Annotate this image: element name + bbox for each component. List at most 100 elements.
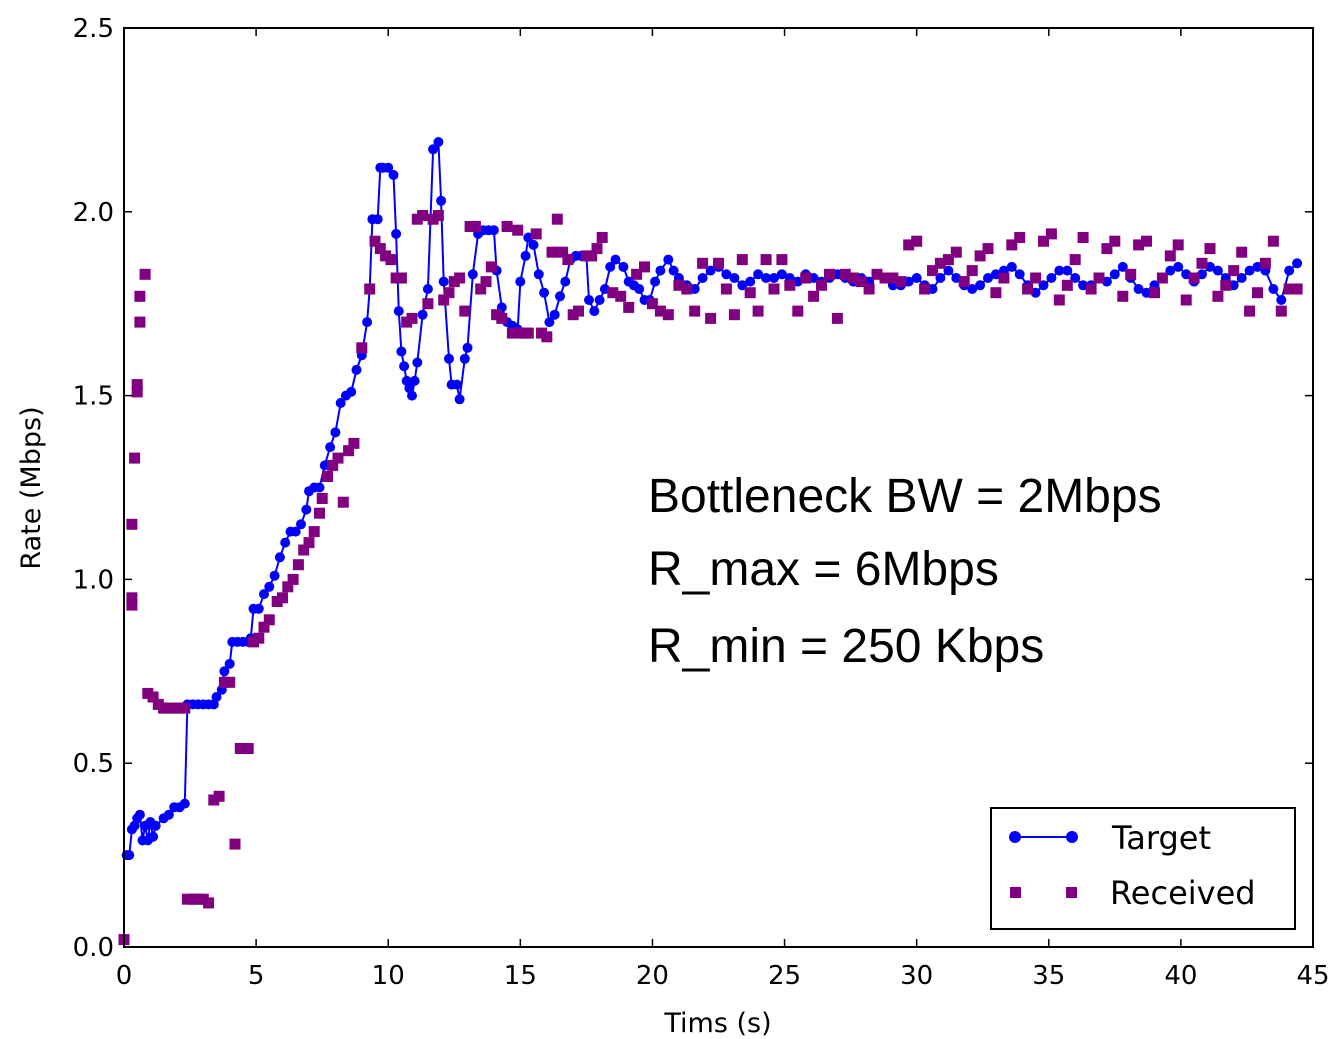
x-tick-label: 45: [1296, 961, 1329, 991]
received-point: [364, 283, 376, 295]
target-point: [388, 170, 399, 180]
target-point: [584, 295, 594, 305]
received-point: [292, 559, 304, 571]
target-point: [417, 309, 428, 320]
received-point: [432, 210, 444, 221]
received-point: [374, 243, 386, 255]
target-point: [412, 357, 423, 368]
received-point: [395, 272, 407, 284]
received-point: [1212, 290, 1224, 302]
x-tick-label: 30: [900, 961, 933, 991]
received-point: [1283, 283, 1295, 295]
target-point: [634, 284, 645, 294]
received-point: [1093, 272, 1105, 284]
target-point: [409, 375, 420, 386]
legend-received-label: Received: [1110, 874, 1256, 912]
target-point: [346, 386, 357, 397]
target-point: [351, 364, 362, 375]
plot-frame: [123, 27, 1314, 948]
received-point: [303, 537, 315, 549]
received-point: [242, 743, 254, 754]
x-tick-label: 15: [504, 961, 537, 991]
received-point: [562, 254, 574, 266]
received-point: [287, 573, 299, 585]
received-point: [385, 254, 397, 266]
received-point: [950, 246, 962, 258]
received-point: [591, 243, 603, 255]
received-point: [496, 312, 508, 324]
target-point: [290, 526, 301, 537]
received-point: [646, 298, 658, 310]
received-point: [1053, 294, 1065, 306]
target-point: [655, 265, 666, 276]
x-tick-label: 0: [116, 961, 133, 991]
received-point: [546, 246, 558, 258]
legend-target-label: Target: [1111, 819, 1211, 857]
received-point: [863, 283, 875, 295]
x-ticks-layer: 0 5 10 15 20 25 30 35 40 45: [116, 28, 1330, 991]
received-points-layer: [118, 210, 1303, 946]
target-point: [560, 276, 571, 287]
target-point: [983, 273, 993, 283]
target-point: [335, 398, 346, 408]
target-point: [488, 225, 499, 236]
received-point: [134, 290, 146, 302]
received-point: [831, 312, 843, 324]
target-point: [422, 284, 433, 294]
received-point: [314, 507, 325, 519]
target-point: [438, 276, 449, 287]
received-point: [557, 246, 569, 258]
target-point: [372, 214, 383, 225]
received-point: [631, 268, 643, 280]
target-point: [1268, 284, 1279, 294]
received-point: [1117, 290, 1129, 302]
received-point: [454, 272, 466, 284]
received-point: [1030, 272, 1042, 284]
target-point: [975, 280, 986, 291]
received-point: [654, 305, 666, 317]
y-axis-label: Rate (Mbps): [16, 406, 47, 569]
annotation-rmax: R_max = 6Mbps: [648, 543, 999, 596]
received-point: [253, 632, 265, 644]
target-point: [325, 442, 336, 453]
target-point: [745, 276, 756, 287]
received-point: [1172, 239, 1184, 251]
received-point: [847, 272, 859, 284]
legend: Target Received: [990, 807, 1296, 930]
target-point: [314, 482, 325, 493]
received-point: [919, 283, 931, 295]
received-point: [263, 614, 275, 626]
received-point: [1141, 235, 1152, 247]
target-point: [769, 273, 779, 283]
received-point: [506, 327, 518, 339]
target-point: [280, 537, 291, 548]
received-point: [1156, 272, 1168, 284]
target-point: [515, 276, 526, 287]
received-point: [126, 599, 138, 611]
received-point: [1038, 235, 1049, 247]
received-point: [662, 309, 674, 321]
target-point: [668, 265, 679, 276]
x-axis-label: Tims (s): [663, 1008, 771, 1039]
received-point: [1014, 232, 1026, 243]
target-point: [407, 390, 417, 401]
received-point: [551, 213, 563, 225]
received-point: [337, 496, 349, 508]
received-point: [1077, 232, 1089, 243]
received-point: [855, 276, 867, 288]
y-tick-label: 1.0: [73, 565, 114, 595]
received-point: [1085, 283, 1097, 295]
legend-target-marker: [1009, 831, 1021, 843]
received-point: [422, 298, 434, 310]
received-point: [343, 445, 355, 457]
received-point: [475, 283, 487, 295]
received-point: [903, 239, 915, 251]
received-point: [406, 312, 418, 324]
target-point: [399, 361, 410, 372]
received-point: [720, 283, 732, 295]
received-point: [356, 342, 368, 354]
target-point: [383, 162, 394, 173]
target-point: [454, 394, 465, 405]
y-tick-label: 0.5: [73, 749, 114, 779]
received-point: [541, 331, 553, 343]
